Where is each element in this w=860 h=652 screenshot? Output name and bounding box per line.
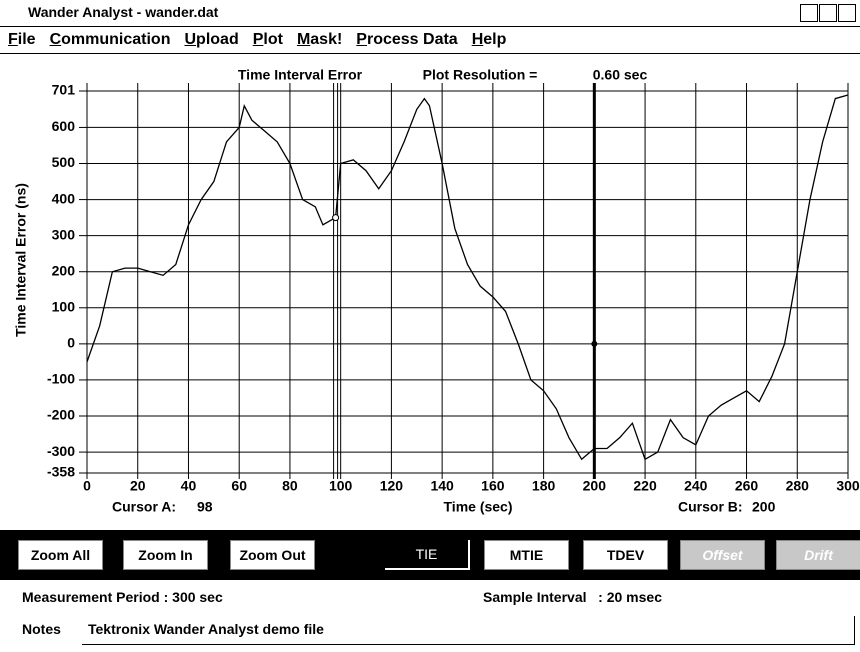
cursor-b-label: Cursor B:	[678, 499, 743, 515]
x-tick-label: 80	[282, 478, 298, 494]
toolbar-button[interactable]: Zoom All	[18, 540, 103, 570]
notes-field[interactable]: Tektronix Wander Analyst demo file	[82, 616, 855, 645]
measurement-period: Measurement Period : 300 sec	[22, 589, 223, 605]
y-tick-label: -358	[47, 464, 75, 480]
x-tick-label: 0	[83, 478, 91, 494]
toolbar-button: Drift	[776, 540, 860, 570]
notes-label: Notes	[22, 621, 61, 637]
x-tick-label: 40	[181, 478, 197, 494]
menu-item[interactable]: Upload	[184, 31, 239, 48]
y-tick-label: 300	[52, 226, 76, 242]
chart: Time Interval Error Plot Resolution = 0.…	[13, 67, 860, 515]
resolution-value: 0.60 sec	[593, 67, 648, 83]
resolution-label: Plot Resolution =	[423, 67, 538, 83]
cursor-b-point	[591, 340, 598, 347]
minimize-button[interactable]	[800, 4, 818, 22]
y-tick-label: 600	[52, 118, 76, 134]
menu-item[interactable]: Plot	[252, 31, 283, 48]
menu-item[interactable]: File	[8, 31, 36, 48]
menu-item[interactable]: Mask!	[296, 31, 343, 48]
x-tick-label: 160	[481, 478, 505, 494]
x-tick-label: 200	[583, 478, 607, 494]
x-tick-label: 260	[735, 478, 759, 494]
x-axis-label: Time (sec)	[444, 499, 513, 515]
y-tick-label: 0	[67, 335, 75, 351]
menu-bar: File Communication Upload Plot Mask! Process …	[0, 27, 860, 54]
maximize-button[interactable]	[819, 4, 837, 22]
toolbar-button[interactable]: TIE	[385, 540, 470, 570]
y-tick-label: 200	[52, 262, 76, 278]
toolbar-button[interactable]: MTIE	[484, 540, 569, 570]
menu-item[interactable]: Process Data	[356, 31, 458, 48]
toolbar-button: Offset	[680, 540, 765, 570]
close-button[interactable]	[838, 4, 856, 22]
x-tick-label: 180	[532, 478, 556, 494]
x-tick-label: 240	[684, 478, 708, 494]
x-tick-label: 120	[380, 478, 404, 494]
title-bar: Wander Analyst - wander.dat	[0, 0, 860, 27]
toolbar: Zoom All Zoom In Zoom Out TIE MTIE TDEV Offset…	[0, 530, 860, 580]
cursor-a-value: 98	[197, 499, 213, 515]
y-tick-label: -300	[47, 443, 75, 459]
notes-text: Tektronix Wander Analyst demo file	[88, 621, 324, 637]
y-tick-label: 400	[52, 190, 76, 206]
sample-interval: Sample Interval : 20 msec	[483, 589, 662, 605]
x-tick-label: 300	[836, 478, 860, 494]
x-tick-label: 140	[430, 478, 454, 494]
x-tick-label: 220	[633, 478, 657, 494]
cursor-a-label: Cursor A:	[112, 499, 176, 515]
toolbar-button[interactable]: Zoom In	[123, 540, 208, 570]
y-tick-label: 100	[52, 298, 76, 314]
data-line	[86, 94, 849, 461]
x-tick-label: 60	[231, 478, 247, 494]
y-tick-label: 500	[52, 154, 76, 170]
y-tick-label: -200	[47, 407, 75, 423]
y-tick-label: -100	[47, 371, 75, 387]
y-tick-label: 701	[52, 82, 76, 98]
x-tick-label: 20	[130, 478, 146, 494]
toolbar-button[interactable]: Zoom Out	[230, 540, 315, 570]
menu-item[interactable]: Help	[471, 31, 507, 48]
chart-title: Time Interval Error	[238, 67, 363, 83]
cursor-a-point	[332, 214, 340, 222]
toolbar-button[interactable]: TDEV	[583, 540, 668, 570]
window-title: Wander Analyst - wander.dat	[28, 4, 219, 20]
x-tick-label: 280	[786, 478, 810, 494]
cursor-b-value: 200	[752, 499, 776, 515]
x-tick-label: 100	[329, 478, 353, 494]
y-axis-label: Time Interval Error (ns)	[13, 183, 29, 337]
menu-item[interactable]: Communication	[49, 31, 171, 48]
